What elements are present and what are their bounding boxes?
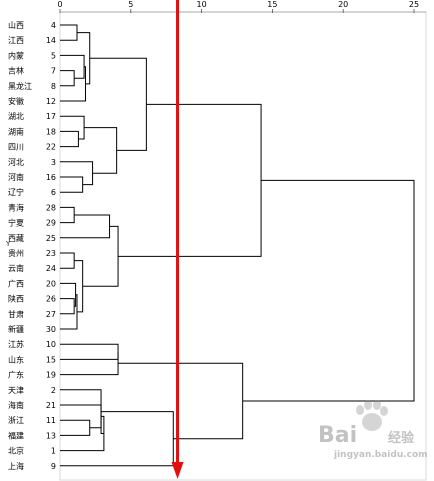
- leaf-number: 11: [46, 416, 56, 425]
- leaf-number: 9: [51, 462, 56, 471]
- leaf-name: 江苏: [8, 339, 24, 349]
- leaf-name: 宁夏: [8, 218, 24, 228]
- merge-link: [60, 351, 119, 376]
- leaf-name: 江西: [8, 36, 24, 45]
- merge-link: [242, 179, 415, 402]
- leaf-number: 16: [46, 173, 56, 182]
- leaf-number: 6: [51, 188, 56, 197]
- leaf-number: 5: [51, 51, 56, 60]
- leaf-number: 1: [51, 447, 56, 456]
- leaf-number: 17: [46, 112, 56, 121]
- leaf-number: 19: [46, 371, 56, 380]
- leaf-number: 3: [51, 158, 56, 167]
- leaf-name: 广西: [8, 278, 24, 288]
- leaf-number: 12: [46, 97, 56, 106]
- leaf-name: 广东: [8, 370, 24, 380]
- leaf-name: 湖北: [8, 112, 24, 121]
- leaf-number: 7: [51, 67, 56, 76]
- x-tick-label: 5: [128, 0, 133, 9]
- baidu-jingyan-watermark: Bai 经验 jingyan.baidu.com: [318, 400, 428, 460]
- leaf-name: 湖南: [8, 126, 24, 136]
- leaf-name: 北京: [8, 446, 24, 456]
- leaf-number: 29: [46, 219, 56, 228]
- leaf-number: 4: [51, 21, 56, 30]
- x-tick-label: 25: [409, 0, 419, 9]
- paw-icon: [356, 400, 388, 431]
- leaf-number: 24: [46, 264, 56, 273]
- leaf-number: 10: [46, 340, 56, 349]
- leaf-name: 安徽: [8, 96, 24, 106]
- leaf-name: 福建: [8, 430, 24, 440]
- leaf-name: 上海: [8, 461, 24, 471]
- x-tick-label: 20: [338, 0, 348, 9]
- leaf-name: 青海: [8, 202, 24, 212]
- leaf-name: 辽宁: [8, 187, 24, 197]
- dendrogram-links: [60, 24, 415, 467]
- leaf-name: 陕西: [8, 294, 24, 304]
- leaf-name: 贵州: [8, 248, 24, 258]
- leaf-name: 河南: [8, 172, 24, 182]
- leaf-name: 新疆: [8, 324, 24, 334]
- leaf-name: 黑龙江: [8, 81, 32, 91]
- leaf-name: 四川: [8, 143, 24, 152]
- leaf-name: 吉林: [8, 66, 24, 76]
- x-tick-label: 0: [57, 0, 62, 9]
- leaf-name: 浙江: [8, 415, 24, 425]
- leaf-name: 海南: [8, 400, 24, 410]
- leaf-name: 山东: [8, 354, 24, 364]
- watermark-brand-tail: 经验: [388, 430, 415, 446]
- leaf-name: 山西: [8, 20, 24, 30]
- y-side-label: Y: [5, 240, 11, 248]
- leaf-number: 27: [46, 310, 56, 319]
- watermark-url: jingyan.baidu.com: [333, 450, 428, 460]
- x-axis: 0 5 10 15 20 25: [57, 0, 426, 13]
- x-tick-label: 15: [267, 0, 277, 9]
- watermark-brand: Bai: [318, 423, 357, 448]
- leaf-number: 13: [46, 431, 56, 440]
- leaf-name: 西藏: [8, 233, 24, 243]
- leaf-number: 30: [46, 325, 56, 334]
- cut-arrow: [171, 0, 184, 479]
- x-tick-label: 10: [197, 0, 207, 9]
- leaf-number: 25: [46, 234, 56, 243]
- leaf-number: 18: [46, 127, 56, 136]
- leaf-number: 20: [46, 279, 56, 288]
- leaf-number: 2: [51, 386, 56, 395]
- leaf-number: 8: [51, 82, 56, 91]
- leaf-number: 14: [46, 36, 56, 45]
- leaf-name: 天津: [8, 385, 24, 395]
- leaf-name: 云南: [8, 263, 24, 273]
- leaf-number: 15: [46, 355, 56, 364]
- leaf-number: 23: [46, 249, 56, 258]
- leaf-number: 28: [46, 203, 56, 212]
- leaf-number: 21: [46, 401, 56, 410]
- leaf-name: 甘肃: [8, 309, 24, 319]
- leaf-name: 河北: [8, 157, 24, 167]
- leaf-name: 内蒙: [8, 50, 24, 60]
- arrow-head-icon: [171, 462, 184, 479]
- leaf-number: 26: [46, 295, 56, 304]
- leaf-number: 22: [46, 143, 56, 152]
